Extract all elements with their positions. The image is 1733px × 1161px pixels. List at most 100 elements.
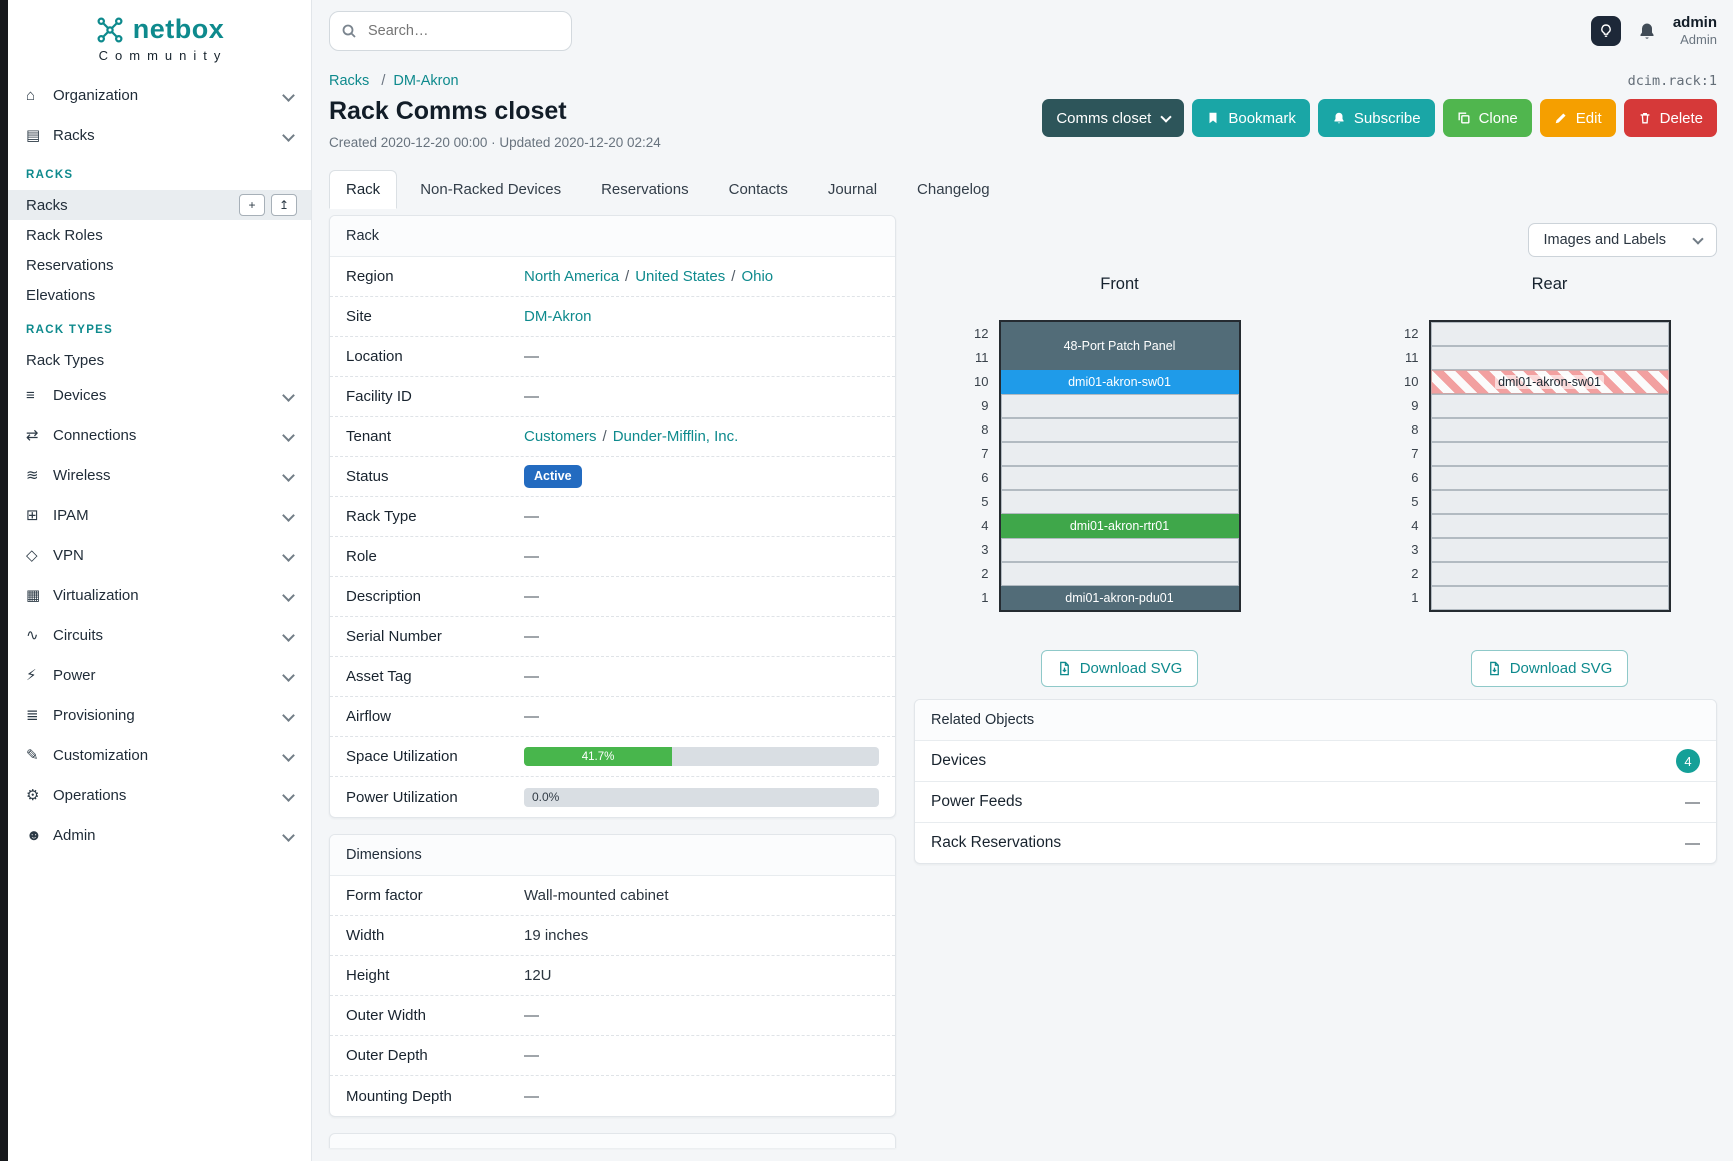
rack-slot[interactable] <box>1000 562 1239 586</box>
sidebar-item-racks[interactable]: Racks + ↥ <box>8 190 311 220</box>
brand[interactable]: netbox Community <box>8 14 311 75</box>
sidebar-item-power[interactable]: ⚡ Power <box>8 655 311 695</box>
sidebar-item-racks[interactable]: ▤ Racks <box>8 115 311 155</box>
related-row-power-feeds[interactable]: Power Feeds — <box>915 782 1716 823</box>
clone-button[interactable]: Clone <box>1442 99 1532 137</box>
search-input[interactable] <box>329 10 572 51</box>
rack-slot[interactable] <box>1430 490 1669 514</box>
rack-slot[interactable] <box>1430 418 1669 442</box>
row-serial-number: Serial Number — <box>330 617 895 657</box>
rack-device[interactable]: dmi01-akron-pdu01 <box>1000 586 1239 610</box>
sidebar-item-provisioning[interactable]: ≣ Provisioning <box>8 695 311 735</box>
sidebar-item-actions: + ↥ <box>239 194 297 216</box>
download-svg-front-button[interactable]: Download SVG <box>1040 650 1199 687</box>
site-link[interactable]: DM-Akron <box>524 308 592 325</box>
chevron-down-icon <box>1692 233 1704 245</box>
rack-slot[interactable] <box>1430 562 1669 586</box>
related-row-rack-reservations[interactable]: Rack Reservations — <box>931 834 1700 852</box>
download-svg-rear-button[interactable]: Download SVG <box>1470 650 1629 687</box>
rack-slot[interactable] <box>1000 418 1239 442</box>
related-objects-title: Related Objects <box>915 700 1716 741</box>
rack-slot[interactable] <box>1430 394 1669 418</box>
notifications-button[interactable] <box>1637 21 1657 41</box>
delete-button[interactable]: Delete <box>1623 99 1717 137</box>
rack-slot[interactable] <box>1000 466 1239 490</box>
chevron-down-icon <box>282 508 295 522</box>
rack-device[interactable]: dmi01-akron-sw01 <box>1430 370 1669 394</box>
rack-device[interactable]: dmi01-akron-sw01 <box>1000 370 1239 394</box>
tenant-group-link[interactable]: Customers <box>524 428 597 445</box>
rack-unit-number: 6 <box>1411 470 1419 485</box>
add-button[interactable]: + <box>239 194 265 216</box>
rack-slot[interactable] <box>1000 490 1239 514</box>
tab-contacts[interactable]: Contacts <box>728 181 788 198</box>
sidebar-item-organization[interactable]: ⌂ Organization <box>8 75 311 115</box>
sidebar-item-customization[interactable]: ✎ Customization <box>8 735 311 775</box>
sidebar-item-circuits[interactable]: ∿ Circuits <box>8 615 311 655</box>
breadcrumb-link-racks[interactable]: Racks <box>329 73 370 89</box>
sidebar-item-ipam[interactable]: ⊞ IPAM <box>8 495 311 535</box>
rack-slot[interactable] <box>1430 514 1669 538</box>
front-rack-body: 48-Port Patch Panel dmi01-akron-sw01 dmi01… <box>998 320 1241 612</box>
rack-slot[interactable] <box>1000 394 1239 418</box>
rack-slot[interactable] <box>1430 538 1669 562</box>
tab-reservations[interactable]: Reservations <box>601 181 689 198</box>
tab-journal[interactable]: Journal <box>827 181 878 198</box>
circuits-icon: ∿ <box>26 627 39 644</box>
chevron-down-icon <box>282 588 295 602</box>
sidebar-item-operations[interactable]: ⚙ Operations <box>8 775 311 815</box>
main-content: admin Admin Racks DM-Akron dcim.rack:1 R… <box>312 0 1733 1161</box>
organization-icon: ⌂ <box>26 86 36 104</box>
sidebar-item-wireless[interactable]: ≋ Wireless <box>8 455 311 495</box>
rack-slot[interactable] <box>1430 346 1669 370</box>
region-link[interactable]: Ohio <box>725 268 773 285</box>
rack-slot[interactable] <box>1430 466 1669 490</box>
rack-slot[interactable] <box>1430 586 1669 610</box>
subscribe-button[interactable]: Subscribe <box>1317 99 1435 137</box>
sidebar-item-devices[interactable]: ≡ Devices <box>8 375 311 415</box>
sidebar-item-virtualization[interactable]: ▦ Virtualization <box>8 575 311 615</box>
rack-device[interactable]: 48-Port Patch Panel <box>1000 322 1239 370</box>
rack-slot[interactable] <box>1430 322 1669 346</box>
import-button[interactable]: ↥ <box>271 194 297 216</box>
view-controls: Images and Labels <box>914 223 1717 257</box>
row-status: Status Active <box>330 457 895 497</box>
sidebar-item-elevations[interactable]: Elevations <box>8 280 311 310</box>
sidebar: netbox Community ⌂ Organization ▤ Racks RAC… <box>8 0 312 1161</box>
rack-slot[interactable] <box>1000 538 1239 562</box>
sidebar-item-label: IPAM <box>53 506 89 524</box>
search-box[interactable] <box>329 10 572 51</box>
sidebar-item-vpn[interactable]: ◇ VPN <box>8 535 311 575</box>
breadcrumb-link-site[interactable]: DM-Akron <box>373 73 458 89</box>
sidebar-item-connections[interactable]: ⇄ Connections <box>8 415 311 455</box>
tab-rack[interactable]: Rack <box>329 170 398 209</box>
rack-unit-number: 10 <box>974 374 989 389</box>
clone-icon <box>1458 112 1470 124</box>
sidebar-item-label: Wireless <box>53 466 111 484</box>
user-menu[interactable]: admin Admin <box>1673 14 1717 48</box>
sidebar-item-rack-roles[interactable]: Rack Roles <box>8 220 311 250</box>
region-link[interactable]: North America <box>524 268 620 285</box>
rack-slot[interactable] <box>1430 442 1669 466</box>
status-badge: Active <box>524 465 582 488</box>
sidebar-item-reservations[interactable]: Reservations <box>8 250 311 280</box>
rack-name-dropdown-button[interactable]: Comms closet <box>1042 99 1185 137</box>
rack-unit-number: 3 <box>1411 542 1419 557</box>
theme-toggle-button[interactable] <box>1590 15 1621 46</box>
tab-changelog[interactable]: Changelog <box>917 181 990 198</box>
rack-slot[interactable] <box>1000 442 1239 466</box>
rack-device[interactable]: dmi01-akron-rtr01 <box>1000 514 1239 538</box>
bookmark-button[interactable]: Bookmark <box>1192 99 1310 137</box>
tenant-link[interactable]: Dunder-Mifflin, Inc. <box>597 428 739 445</box>
related-row-devices[interactable]: Devices 4 <box>915 741 1716 782</box>
sidebar-item-rack-types[interactable]: Rack Types <box>8 345 311 375</box>
edit-button[interactable]: Edit <box>1539 99 1616 137</box>
rack-unit-number: 11 <box>1405 350 1419 365</box>
region-link[interactable]: United States <box>619 268 725 285</box>
action-buttons: Comms closet Bookmark Subscribe Clone <box>1042 99 1717 137</box>
rack-card: Rack Region North AmericaUnited StatesOh… <box>329 215 896 818</box>
tab-non-racked-devices[interactable]: Non-Racked Devices <box>420 181 562 198</box>
images-labels-select[interactable]: Images and Labels <box>1528 223 1717 257</box>
sidebar-item-admin[interactable]: ☻ Admin <box>8 815 311 855</box>
